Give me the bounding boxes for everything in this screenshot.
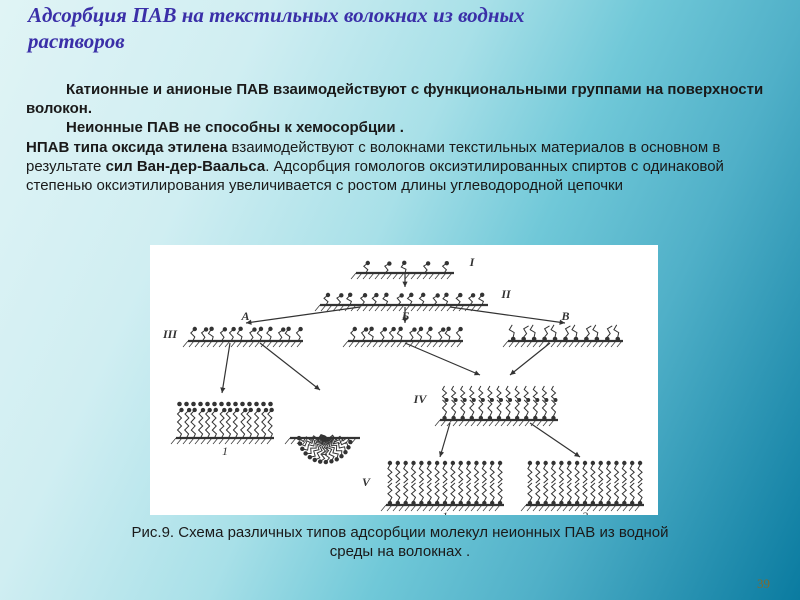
svg-text:V: V [362, 475, 371, 489]
svg-text:1: 1 [222, 444, 228, 458]
p3-bold1: НПАВ типа оксида этилена [26, 139, 227, 156]
title-line2: растворов [28, 29, 125, 53]
slide-title: Адсорбция ПАВ на текстильных волокнах из… [0, 2, 800, 55]
p2: Неионные ПАВ не способны к хемосорбции . [66, 119, 404, 136]
caption-line1: Рис.9. Схема различных типов адсорбции м… [132, 524, 669, 541]
title-line1: Адсорбция ПАВ на текстильных волокнах из… [28, 3, 525, 27]
body-text: Катионные и анионые ПАВ взаимодействуют … [26, 80, 774, 195]
svg-text:IV: IV [413, 392, 428, 406]
svg-text:А: А [240, 309, 249, 323]
svg-text:В: В [560, 309, 569, 323]
svg-text:I: I [469, 255, 476, 269]
page-number: 39 [757, 576, 770, 592]
figure-caption: Рис.9. Схема различных типов адсорбции м… [26, 524, 774, 562]
svg-text:2: 2 [322, 444, 328, 458]
svg-text:III: III [162, 327, 178, 341]
svg-text:II: II [500, 287, 512, 301]
svg-text:2: 2 [582, 509, 588, 515]
slide: Адсорбция ПАВ на текстильных волокнах из… [0, 0, 800, 600]
svg-text:1: 1 [442, 509, 448, 515]
adsorption-diagram: IIIIIIАБВ12IVV12 [150, 245, 658, 515]
p3-bold2: сил Ван-дер-Ваальса [106, 158, 266, 175]
p1: Катионные и анионые ПАВ взаимодействуют … [26, 81, 763, 117]
figure: IIIIIIАБВ12IVV12 [150, 245, 658, 515]
caption-line2: среды на волокнах . [330, 543, 470, 560]
